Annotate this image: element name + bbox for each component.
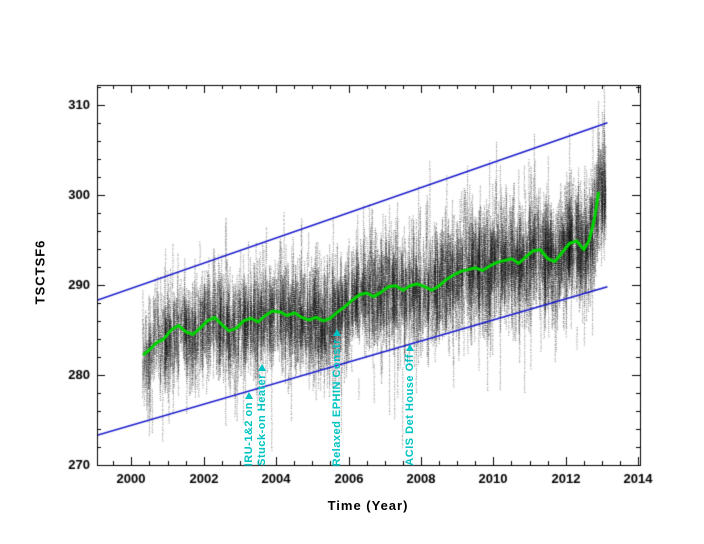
annotation-acis-det-house-off: ACIS Det House Off (402, 344, 418, 466)
annotation-label: Stuck-on Heater (256, 374, 269, 466)
annotation-stuck-on-heater: Stuck-on Heater (254, 364, 270, 466)
up-arrow-icon (245, 391, 254, 399)
up-arrow-icon (258, 364, 267, 372)
annotation-label: ACIS Det House Off (404, 354, 417, 466)
annotation-iru-1-2-on: IRU-1&2 on (241, 391, 257, 466)
y-axis-title: TSCTSF6 (32, 239, 48, 305)
annotation-relaxed-ephin-constr: Relaxed EPHIN Constr (329, 328, 345, 466)
annotation-label: Relaxed EPHIN Constr (331, 338, 343, 466)
up-arrow-icon (333, 328, 341, 336)
up-arrow-icon (406, 344, 415, 352)
x-axis-title: Time (Year) (327, 498, 409, 513)
